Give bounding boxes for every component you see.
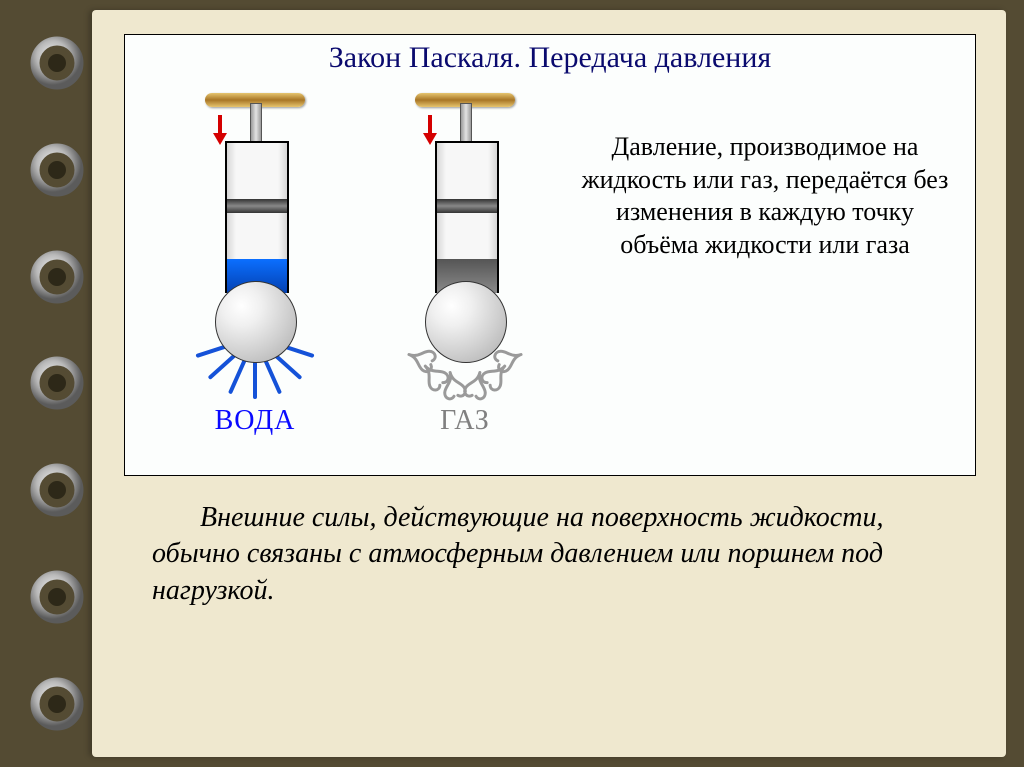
- binder-ring-icon: [28, 248, 86, 306]
- binder-ring-icon: [28, 354, 86, 412]
- bulb-sphere: [425, 281, 507, 363]
- binder-ring-icon: [28, 34, 86, 92]
- diagram-area: ВОДА: [135, 85, 565, 445]
- spiral-binding: [28, 10, 88, 757]
- apparatus-water: ВОДА: [165, 85, 345, 425]
- diagram-panel: Закон Паскаля. Передача давления ВОД: [124, 34, 976, 476]
- binder-ring-icon: [28, 568, 86, 626]
- panel-title: Закон Паскаля. Передача давления: [125, 41, 975, 75]
- piston-head: [227, 199, 287, 213]
- bulb-sphere: [215, 281, 297, 363]
- cylinder-tube: [225, 141, 289, 293]
- cylinder-tube: [435, 141, 499, 293]
- page-background: Закон Паскаля. Передача давления ВОД: [0, 0, 1024, 767]
- label-water: ВОДА: [165, 405, 345, 437]
- apparatus-gas: ГАЗ: [375, 85, 555, 425]
- binder-ring-icon: [28, 141, 86, 199]
- law-definition-text: Давление, производимое на жидкость или г…: [575, 131, 955, 261]
- binder-ring-icon: [28, 675, 86, 733]
- piston-head: [437, 199, 497, 213]
- binder-ring-icon: [28, 461, 86, 519]
- paper-sheet: Закон Паскаля. Передача давления ВОД: [92, 10, 1006, 757]
- label-gas: ГАЗ: [375, 405, 555, 437]
- bottom-paragraph: Внешние силы, действующие на поверхность…: [152, 500, 912, 609]
